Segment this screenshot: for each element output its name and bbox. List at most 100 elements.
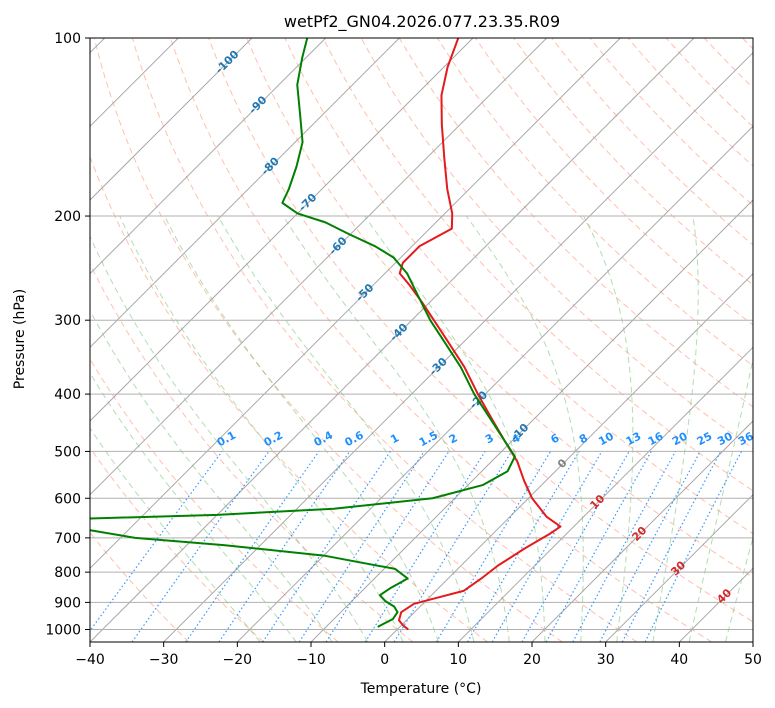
dewpoint-line (90, 38, 516, 628)
isotherm-line (90, 38, 695, 642)
moist-adiabat (90, 309, 333, 642)
dry-adiabat (398, 38, 753, 408)
moist-adiabat (119, 215, 404, 642)
moist-adiabat (90, 427, 261, 642)
isotherm-line (752, 641, 753, 642)
moist-adiabat (725, 536, 753, 642)
mixing-ratio-label: 1.5 (417, 429, 440, 450)
isotherm-line (605, 493, 753, 642)
dry-adiabat (246, 38, 753, 578)
isotherm-line (90, 38, 621, 570)
isotherm-line (531, 420, 753, 642)
dry-adiabat (131, 38, 638, 642)
dry-adiabat (703, 38, 753, 89)
dry-adiabat (90, 262, 414, 642)
isotherm-line (90, 38, 548, 496)
dry-adiabat (665, 38, 753, 128)
x-tick-label: −30 (149, 652, 179, 668)
x-tick-label: 30 (597, 652, 615, 668)
y-tick-label: 800 (54, 565, 81, 581)
isotherm-line (90, 38, 400, 349)
mixing-ratio-line (644, 451, 743, 642)
isotherm-label: -80 (259, 154, 282, 177)
moist-adiabat (164, 215, 439, 642)
mixing-ratio-line (545, 451, 652, 642)
isotherm-line (678, 567, 753, 642)
mixing-ratio-line (521, 451, 630, 642)
dry-adiabat (90, 531, 190, 642)
mixing-ratio-label: 13 (624, 430, 644, 449)
dry-adiabat (90, 155, 488, 642)
mixing-ratio-label: 0.2 (262, 429, 285, 450)
y-tick-label: 700 (54, 531, 81, 547)
x-tick-label: −10 (296, 652, 326, 668)
axis-ticks: −40 −30 −20 −10 0 10 20 30 40 50 100 200 300 400 500 60… (45, 31, 762, 668)
x-tick-label: 10 (449, 652, 467, 668)
x-tick-label: 20 (523, 652, 541, 668)
isotherm-label: -30 (427, 355, 450, 378)
isotherm-line (90, 38, 327, 275)
mixing-ratio-line (218, 451, 351, 642)
x-tick-label: −20 (223, 652, 253, 668)
plot-area: 0.1 0.2 0.4 0.6 1 1.5 2 3 4 6 8 10 13 16 20 25 30 36-100-… (90, 38, 753, 642)
moist-adiabat (465, 215, 584, 642)
isotherm-line (384, 272, 753, 642)
dry-adiabat (208, 38, 753, 623)
chart-title: wetPf2_GN04.2026.077.23.35.R09 (284, 12, 560, 32)
dry-adiabat (742, 38, 753, 50)
y-tick-label: 900 (54, 595, 81, 611)
mixing-ratio-line (621, 451, 722, 642)
mixing-ratio-label: 2 (447, 431, 460, 446)
isotherm-line (163, 51, 753, 642)
temperature-line (397, 38, 562, 631)
dry-adiabat (284, 38, 753, 535)
y-tick-label: 600 (54, 491, 81, 507)
x-tick-label: 50 (744, 652, 762, 668)
dry-adiabat (170, 38, 713, 642)
dry-adiabat (360, 38, 753, 450)
moist-adiabat (217, 215, 475, 642)
x-axis-title: Temperature (°C) (360, 681, 482, 697)
mixing-ratio-label: 20 (670, 429, 690, 448)
dry-adiabat (437, 38, 753, 367)
mixing-ratio-line (572, 451, 677, 642)
y-tick-label: 300 (54, 313, 81, 329)
isotherm-line (90, 38, 474, 422)
isotherm-label: 30 (668, 558, 688, 578)
mixing-ratio-label: 10 (596, 429, 616, 448)
mixing-ratio-label: 1 (388, 431, 401, 446)
dry-adiabat (322, 38, 753, 492)
mixing-ratio-label: 0.6 (342, 428, 366, 449)
moist-adiabat (652, 215, 699, 642)
dry-adiabat (93, 38, 563, 642)
dry-adiabat (589, 38, 753, 206)
isotherm-line (310, 199, 753, 642)
dry-adiabat (551, 38, 753, 246)
x-tick-label: −40 (75, 652, 105, 668)
mixing-ratio-line (393, 451, 513, 642)
mixing-ratio-label: 25 (695, 430, 715, 449)
isotherm-line (236, 125, 753, 642)
mixing-ratio-label: 0.1 (215, 429, 238, 450)
isotherm-line (457, 346, 753, 642)
isotherm-line (90, 38, 253, 201)
x-tick-label: 40 (670, 652, 688, 668)
moist-adiabat (688, 357, 753, 642)
moist-adiabat (90, 372, 297, 642)
mixing-ratio-line (185, 451, 320, 642)
isotherm-label: -50 (353, 281, 376, 304)
mixing-ratio-label: 3 (483, 431, 496, 446)
moist-adiabat (364, 215, 546, 642)
mixing-ratio-line (262, 451, 391, 642)
y-tick-label: 500 (54, 444, 81, 460)
y-axis-title: Pressure (hPa) (12, 289, 28, 389)
x-tick-label: 0 (380, 652, 389, 668)
mixing-ratio-line (90, 451, 223, 632)
mixing-ratio-label: 16 (646, 429, 666, 448)
mixing-ratio-line (131, 451, 270, 642)
moist-adiabat (583, 215, 634, 642)
mixing-ratio-label: 30 (715, 429, 735, 448)
mixing-ratio-line (325, 451, 450, 642)
